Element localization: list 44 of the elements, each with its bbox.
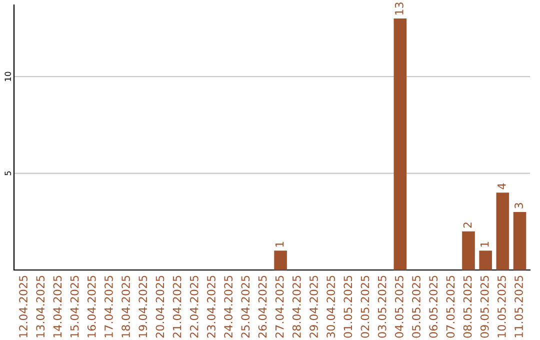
x-tick-label: 28.04.2025 xyxy=(292,276,301,338)
x-tick-label: 01.05.2025 xyxy=(344,276,352,338)
bar xyxy=(496,192,510,270)
bar xyxy=(479,250,492,270)
x-tick-label: 03.05.2025 xyxy=(378,276,386,338)
bar xyxy=(513,212,526,270)
bar xyxy=(462,231,475,270)
x-tick-label: 18.04.2025 xyxy=(122,276,130,338)
x-tick-label: 20.04.2025 xyxy=(156,276,164,338)
x-tick-label: 27.04.2025 xyxy=(275,276,284,338)
x-tick-label: 21.04.2025 xyxy=(172,276,182,338)
x-tick-label: 19.04.2025 xyxy=(138,276,148,338)
data-label: 3 xyxy=(514,203,523,208)
x-tick-label: 11.05.2025 xyxy=(514,276,523,338)
x-tick-label: 09.05.2025 xyxy=(480,276,489,338)
x-tick-label: 02.05.2025 xyxy=(360,276,370,338)
data-label: 1 xyxy=(276,242,284,247)
x-tick-label: 24.04.2025 xyxy=(224,276,233,338)
y-tick-label: 5 xyxy=(4,171,11,176)
bar xyxy=(394,18,407,270)
x-tick-label: 06.05.2025 xyxy=(429,276,438,338)
x-tick-label: 14.04.2025 xyxy=(53,276,62,338)
x-tick-label: 07.05.2025 xyxy=(446,276,455,338)
bar xyxy=(274,250,287,270)
x-tick-label: 30.04.2025 xyxy=(326,276,336,338)
x-tick-label: 08.05.2025 xyxy=(463,276,472,338)
x-tick-label: 17.04.2025 xyxy=(104,276,113,338)
data-label: 1 xyxy=(480,242,489,247)
x-tick-label: 23.04.2025 xyxy=(207,276,216,338)
x-tick-label: 12.04.2025 xyxy=(19,276,28,338)
x-tick-label: 04.05.2025 xyxy=(394,276,404,338)
x-tick-label: 16.04.2025 xyxy=(87,276,96,338)
x-tick-label: 10.05.2025 xyxy=(497,276,506,338)
data-label: 4 xyxy=(498,183,506,190)
x-tick-label: 13.04.2025 xyxy=(36,276,45,338)
data-label: 2 xyxy=(463,222,472,228)
x-tick-label: 26.04.2025 xyxy=(258,276,267,338)
x-tick-label: 25.04.2025 xyxy=(241,276,250,338)
x-tick-label: 05.05.2025 xyxy=(412,276,420,338)
data-label: 13 xyxy=(394,2,404,15)
x-tick-label: 22.04.2025 xyxy=(190,276,198,338)
x-tick-label: 15.04.2025 xyxy=(70,276,79,338)
y-tick-label: 10 xyxy=(4,72,11,81)
x-tick-label: 29.04.2025 xyxy=(310,276,318,338)
